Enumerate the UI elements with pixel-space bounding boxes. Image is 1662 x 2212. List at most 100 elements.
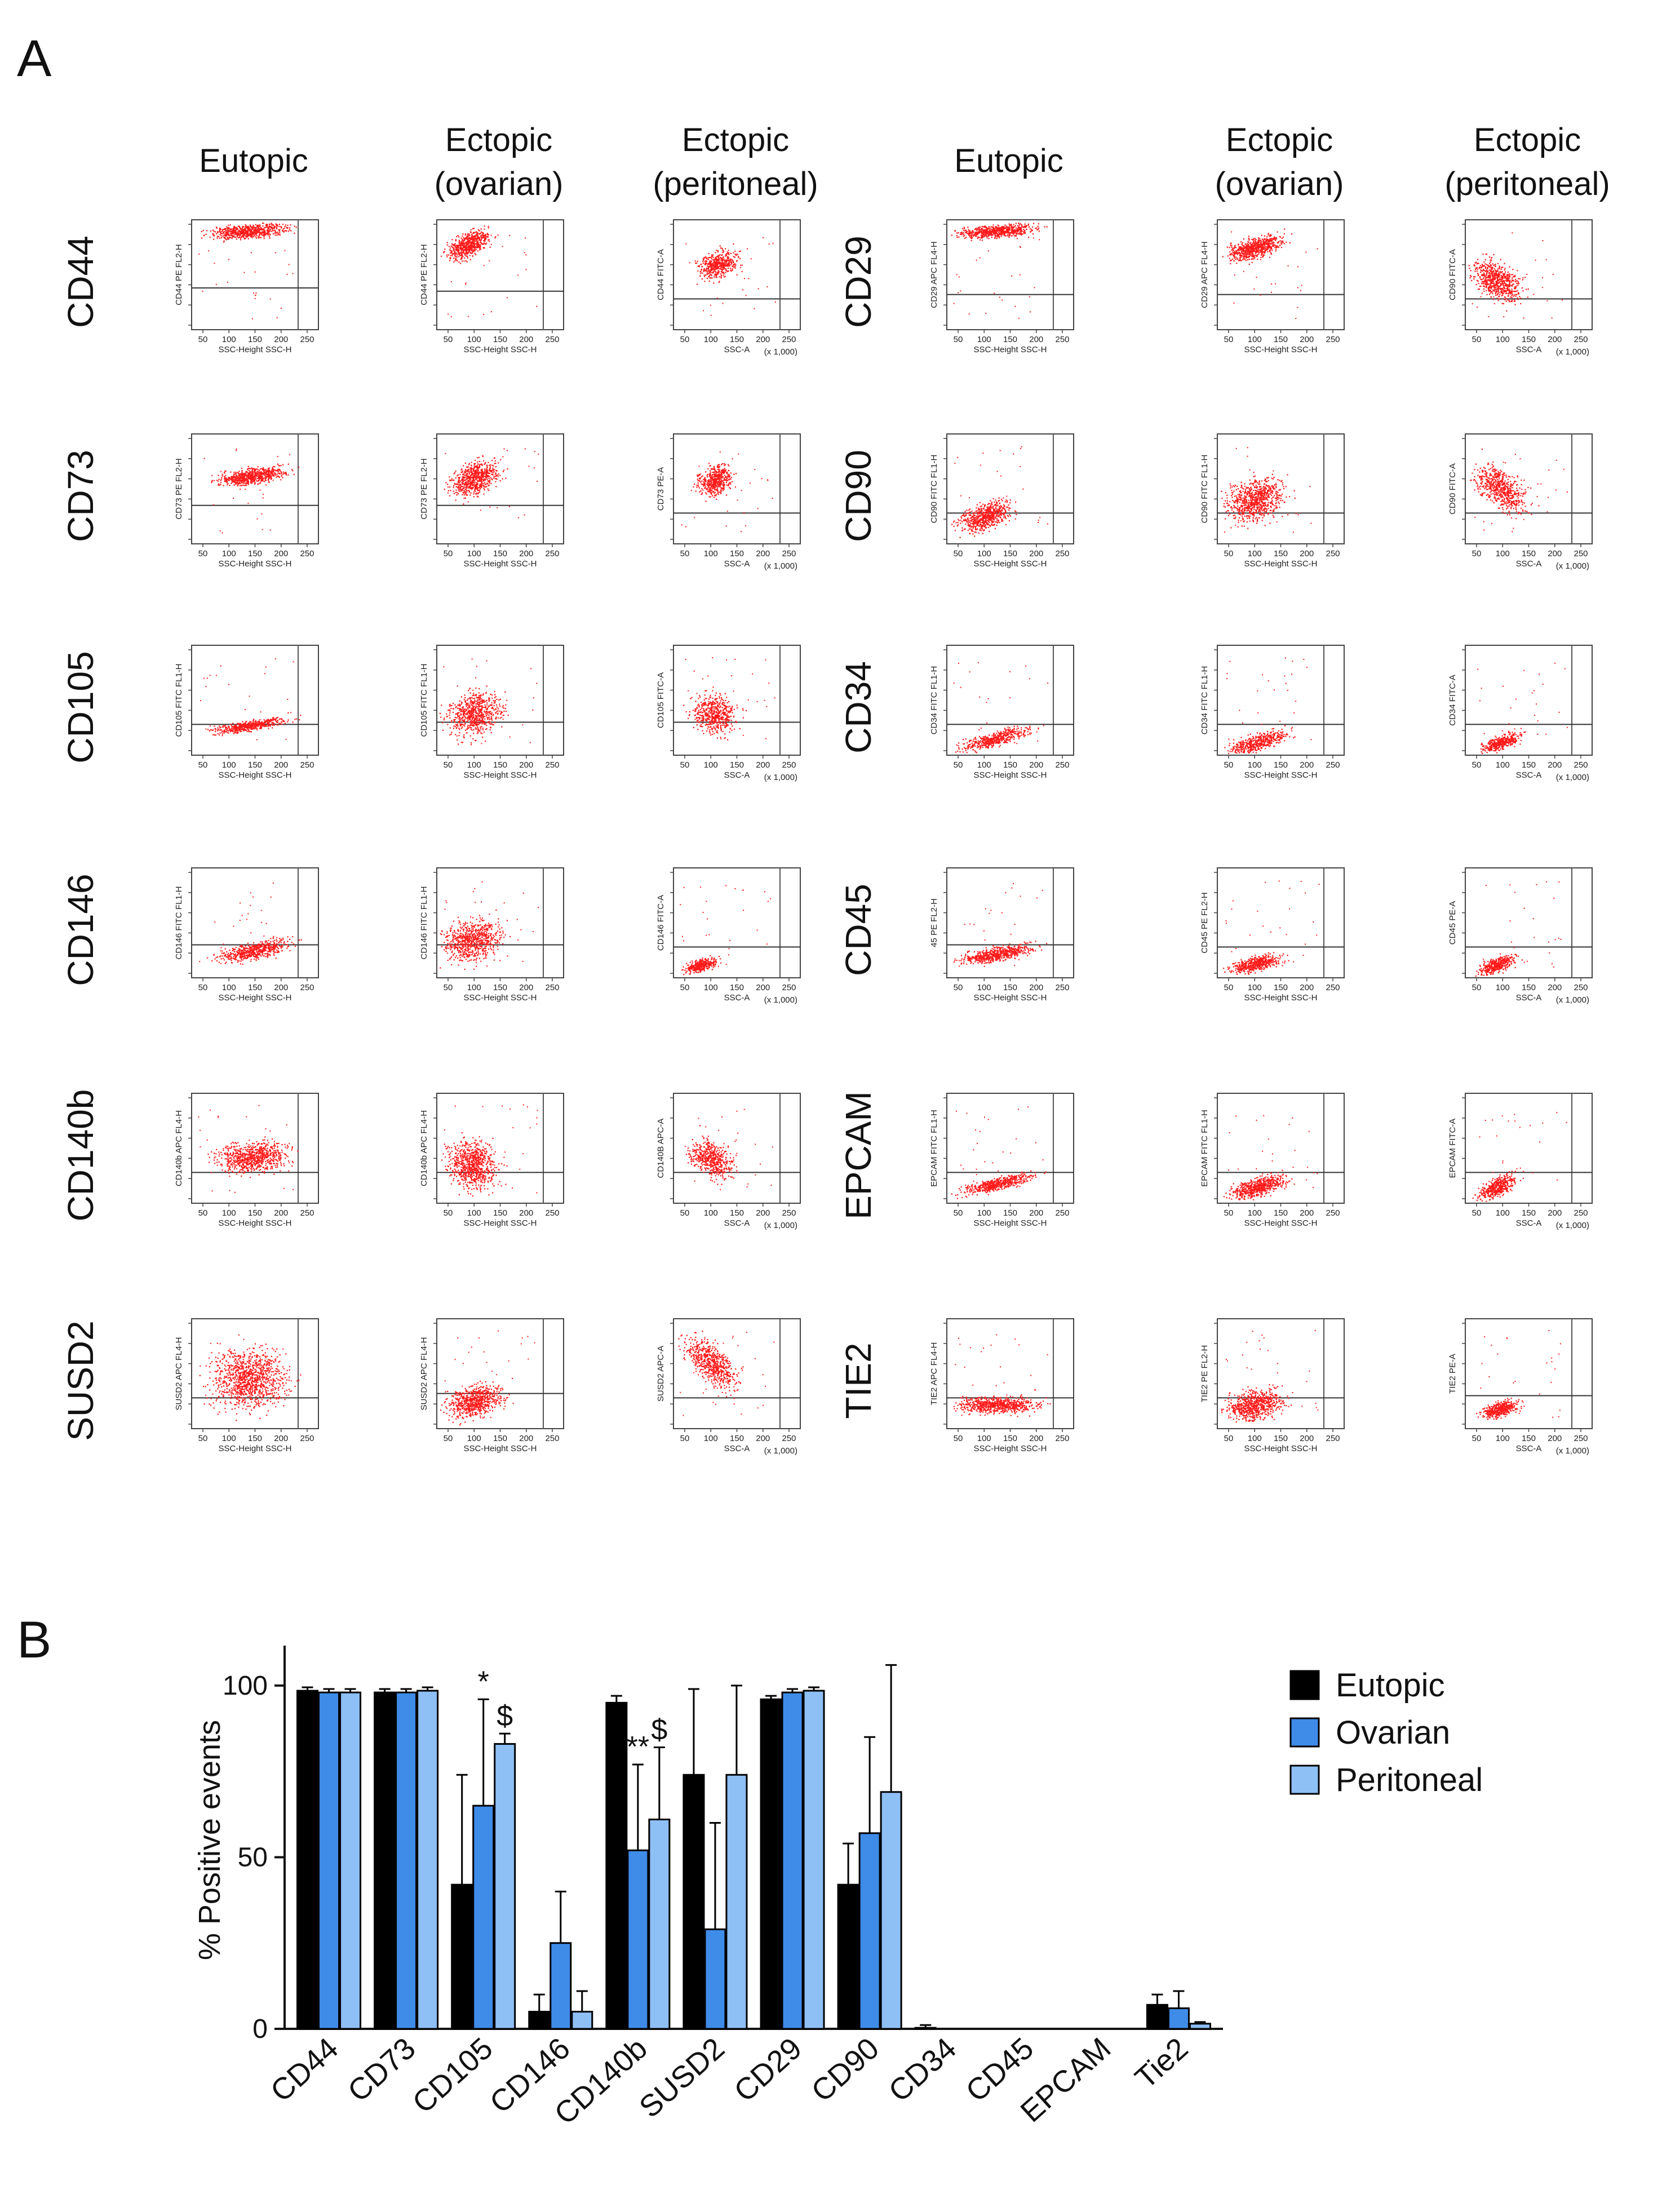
x-tick-label: 200 — [519, 760, 533, 770]
x-tick-label: 250 — [1326, 983, 1340, 992]
bar-cd140b-peritoneal — [648, 1818, 671, 2030]
x-tick-label: 50 — [680, 1208, 690, 1218]
x-tick-label: 150 — [1522, 1208, 1536, 1218]
event-dots — [1222, 228, 1318, 319]
y-axis-label: CD105 FITC FL1-H — [174, 663, 184, 737]
bar-cd34-eutopic — [914, 2027, 937, 2030]
x-tick-label: 100 — [222, 1434, 236, 1443]
x-tick-label: 150 — [730, 335, 744, 344]
row-label-cd44: CD44 — [60, 236, 101, 328]
x-tick-label: 200 — [274, 335, 288, 344]
x-tick-label: 200 — [756, 760, 770, 770]
category-label: CD105 — [406, 2031, 499, 2120]
bar-cd146-ovarian — [549, 1942, 572, 2030]
scatter-plot-cd140b: 50 100 150 200 250 CD140B APC-A SSC-A (x 1,000) — [656, 1093, 801, 1230]
x-tick-label: 150 — [1003, 983, 1017, 992]
bar-susd2-peritoneal — [725, 1774, 748, 2030]
x-axis-label: SSC-Height SSC-H — [1244, 1218, 1317, 1228]
x-tick-label: 50 — [1224, 983, 1234, 992]
category-label: SUSD2 — [633, 2031, 731, 2124]
x-tick-label: 150 — [1003, 549, 1017, 558]
bar-susd2-eutopic — [682, 1774, 705, 2030]
x-tick-label: 50 — [198, 983, 208, 992]
x-tick-label: 200 — [1029, 1208, 1043, 1218]
scale-label: (x 1,000) — [764, 1446, 797, 1456]
column-header: Eutopic — [199, 143, 308, 179]
x-tick-label: 100 — [467, 1434, 481, 1443]
x-tick-label: 250 — [300, 760, 314, 770]
x-tick-label: 100 — [977, 983, 991, 992]
x-tick-label: 250 — [1055, 983, 1069, 992]
x-tick-label: 200 — [519, 1208, 533, 1218]
row-label-cd140b: CD140b — [60, 1089, 101, 1222]
scatter-plot-tie2: 50 100 150 200 250 TIE2 APC FL4-H SSC-Height S… — [929, 1318, 1074, 1453]
scatter-plot-cd34: 50 100 150 200 250 CD34 FITC FL1-H SSC-Height … — [1200, 645, 1345, 780]
x-axis-label: SSC-Height SSC-H — [973, 345, 1047, 354]
y-axis-label: CD34 FITC FL1-H — [929, 666, 939, 735]
scatter-plot-cd44: 50 100 150 200 250 CD44 PE FL2-H SSC-Height SS… — [419, 219, 564, 354]
x-tick-label: 100 — [467, 760, 481, 770]
x-tick-label: 250 — [300, 335, 314, 344]
category-label: Tie2 — [1129, 2031, 1195, 2095]
bar-susd2-ovarian — [704, 1928, 726, 2030]
y-tick-label: 50 — [238, 1842, 268, 1872]
x-axis-label: SSC-A — [724, 770, 750, 780]
y-axis-label: CD90 FITC FL1-H — [1200, 455, 1209, 524]
x-tick-label: 200 — [1548, 1208, 1562, 1218]
x-tick-label: 50 — [198, 1434, 208, 1443]
bar-cd44-ovarian — [318, 1691, 340, 2030]
category-label: CD29 — [728, 2031, 808, 2108]
x-axis-label: SSC-A — [1516, 559, 1542, 569]
x-tick-label: 250 — [545, 549, 559, 558]
x-tick-label: 150 — [1274, 760, 1288, 770]
scatter-plot-cd146: 50 100 150 200 250 CD146 FITC FL1-H SSC-Height… — [419, 867, 564, 1003]
scatter-plot-cd105: 50 100 150 200 250 CD105 FITC FL1-H SSC-Height… — [174, 645, 319, 780]
y-axis-label: CD45 PE FL2-H — [1200, 892, 1209, 953]
event-dots — [444, 448, 539, 518]
x-tick-label: 50 — [198, 335, 208, 344]
column-header-text: Ectopic — [445, 122, 552, 158]
x-tick-label: 250 — [1574, 1208, 1588, 1218]
x-tick-label: 150 — [248, 983, 262, 992]
bar-cd140b-eutopic — [605, 1701, 628, 2030]
y-axis-label: SUSD2 APC-A — [656, 1346, 666, 1402]
x-axis-label: SSC-A — [1516, 770, 1542, 780]
x-tick-label: 200 — [519, 549, 533, 558]
column-header-text: Eutopic — [199, 143, 308, 179]
y-axis-label: CD34 FITC-A — [1448, 675, 1457, 726]
x-tick-label: 150 — [730, 983, 744, 992]
x-tick-label: 150 — [1003, 1208, 1017, 1218]
bar-cd90-ovarian — [858, 1832, 881, 2030]
x-tick-label: 200 — [274, 549, 288, 558]
scatter-plot-susd2: 50 100 150 200 250 SUSD2 APC FL4-H SSC-Height … — [174, 1318, 319, 1453]
bar-cd73-ovarian — [395, 1691, 418, 2030]
scatter-plot-cd73: 50 100 150 200 250 CD73 PE-A SSC-A (x 1,000) — [656, 433, 801, 571]
column-header-text: (ovarian) — [1215, 166, 1344, 202]
x-axis-label: SSC-Height SSC-H — [463, 559, 537, 569]
x-tick-label: 200 — [1300, 760, 1314, 770]
x-tick-label: 200 — [756, 549, 770, 558]
x-tick-label: 100 — [467, 1208, 481, 1218]
x-axis-label: SSC-Height SSC-H — [218, 993, 291, 1003]
x-tick-label: 50 — [198, 1208, 208, 1218]
x-tick-label: 150 — [1003, 1434, 1017, 1443]
bar-cd140b-ovarian — [627, 1849, 649, 2030]
x-tick-label: 50 — [1472, 760, 1482, 770]
x-tick-label: 250 — [782, 549, 796, 558]
x-tick-label: 150 — [493, 983, 507, 992]
y-axis-label: TIE2 PE FL2-H — [1200, 1345, 1209, 1403]
event-dots — [440, 1330, 535, 1426]
y-axis-title: % Positive events — [193, 1720, 227, 1960]
row-label-epcam: EPCAM — [838, 1091, 879, 1220]
x-tick-label: 150 — [1274, 549, 1288, 558]
x-axis-label: SSC-Height SSC-H — [218, 345, 291, 354]
column-header-text: Eutopic — [954, 143, 1063, 179]
x-tick-label: 150 — [730, 549, 744, 558]
flow-cytometry-grid: Eutopic Ectopic (ovarian) Ectopic (peritonea… — [60, 122, 1610, 1456]
x-tick-label: 100 — [1496, 983, 1510, 992]
event-dots — [1223, 1115, 1318, 1200]
y-axis-label: CD73 PE FL2-H — [174, 458, 184, 519]
bar-tie2-peritoneal — [1189, 2023, 1211, 2030]
event-dots — [1221, 447, 1312, 533]
x-tick-label: 200 — [1029, 549, 1043, 558]
